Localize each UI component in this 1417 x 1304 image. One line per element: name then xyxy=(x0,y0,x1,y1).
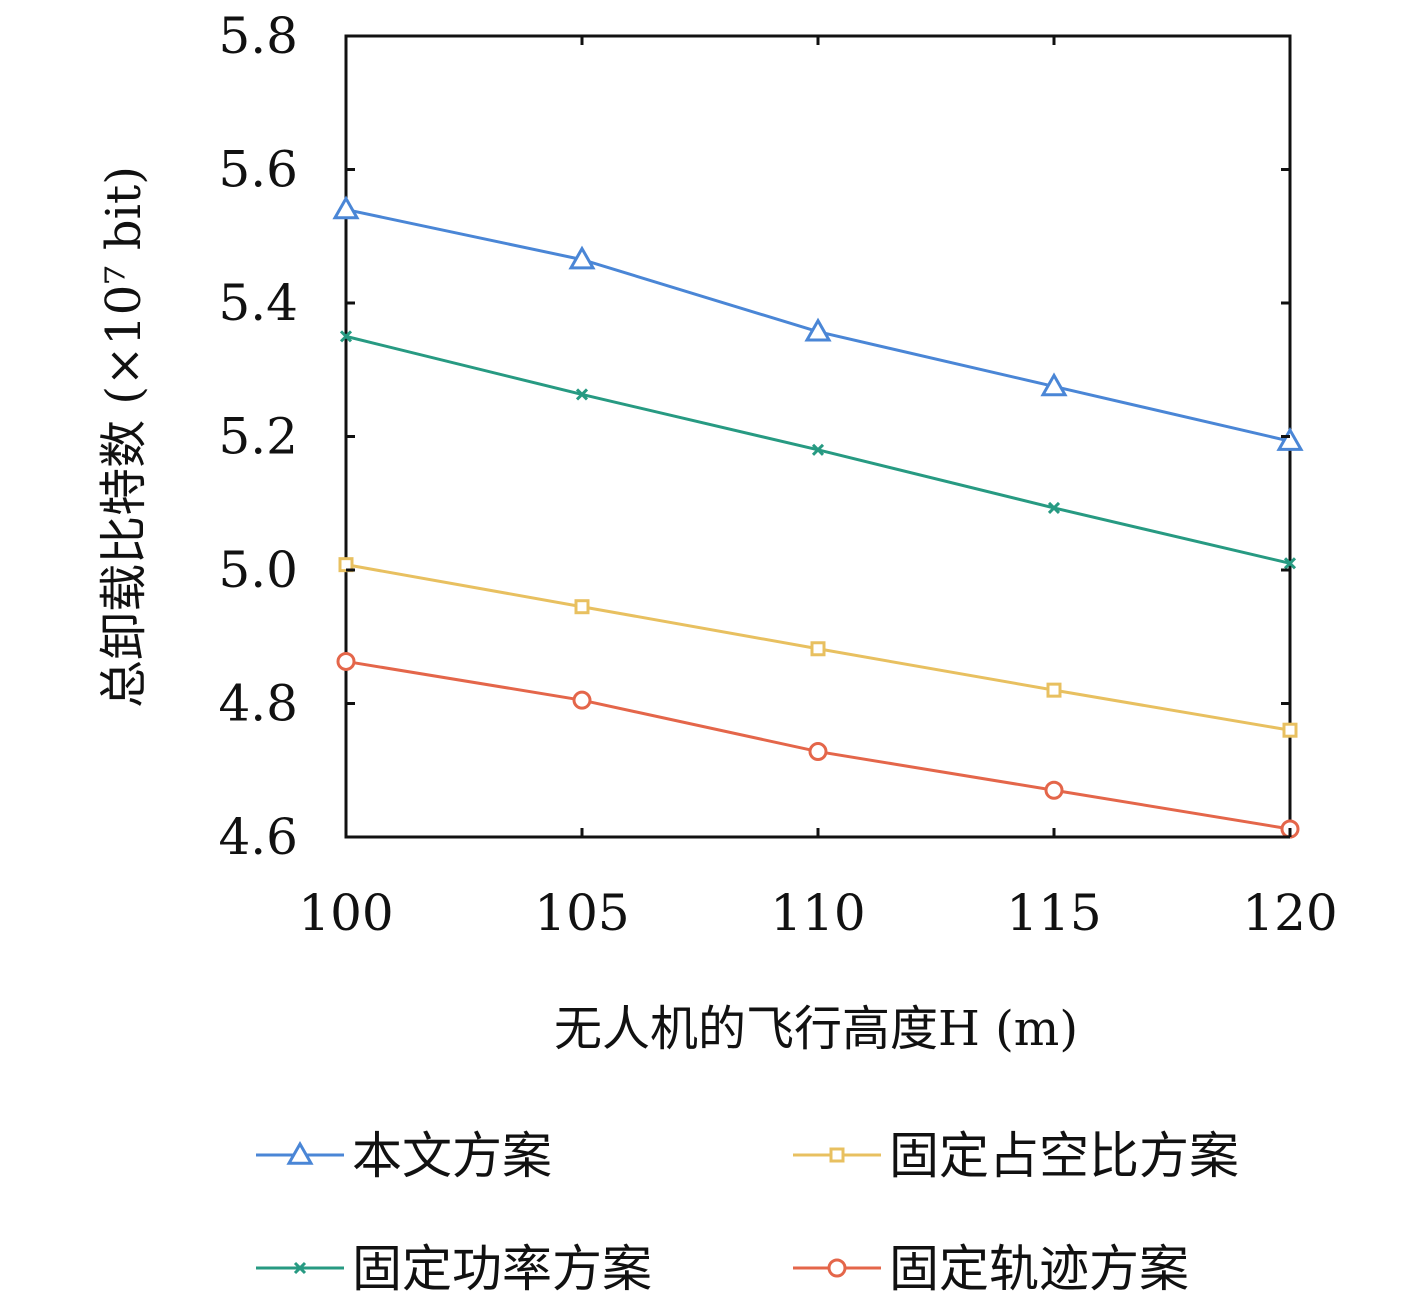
legend-marker xyxy=(293,1261,307,1275)
data-point-square xyxy=(574,599,590,615)
x-tick-label: 115 xyxy=(1006,884,1101,942)
data-point-triangle xyxy=(332,195,360,220)
tick-labels: 4.6 4.8 5.0 5.2 5.4 5.6 5.8 100 105 110 115 120 xyxy=(218,7,1337,942)
plot-area xyxy=(332,34,1304,839)
data-point-square xyxy=(1046,682,1062,698)
y-tick-label: 5.0 xyxy=(218,541,298,599)
series-3 xyxy=(336,651,1300,839)
legend-marker xyxy=(829,1147,845,1163)
x-tick-label: 100 xyxy=(298,884,393,942)
series-1 xyxy=(338,557,1298,738)
legend-label: 固定轨迹方案 xyxy=(889,1240,1189,1298)
x-axis-label: 无人机的飞行高度H (m) xyxy=(554,1001,1078,1057)
legend-label: 固定占空比方案 xyxy=(889,1127,1239,1185)
y-tick-label: 4.8 xyxy=(218,675,298,733)
series-0 xyxy=(332,195,1304,451)
data-point-x xyxy=(575,388,589,401)
legend-label: 固定功率方案 xyxy=(352,1240,652,1298)
legend-label: 本文方案 xyxy=(352,1127,552,1185)
data-point-x xyxy=(1047,501,1061,514)
data-point-x xyxy=(811,443,825,456)
x-tick-label: 120 xyxy=(1242,884,1337,942)
y-tick-label: 4.6 xyxy=(218,808,298,866)
x-tick-label: 110 xyxy=(770,884,865,942)
data-point-triangle xyxy=(804,317,832,342)
data-point-triangle xyxy=(1040,372,1068,397)
y-tick-label: 5.6 xyxy=(218,141,298,199)
data-point-x xyxy=(1283,557,1297,570)
data-point-x xyxy=(339,330,353,343)
data-point-square xyxy=(810,641,826,657)
plot-frame xyxy=(344,34,1292,839)
x-tick-label: 105 xyxy=(534,884,629,942)
data-point-triangle xyxy=(1276,427,1304,451)
axis-labels: 无人机的飞行高度H (m) 总卸载比特数 (×10⁷ bit) xyxy=(96,166,1078,1057)
data-point-triangle xyxy=(568,245,596,270)
data-point-circle xyxy=(572,690,592,710)
legend-item: 固定轨迹方案 xyxy=(793,1240,1189,1298)
y-axis-label: 总卸载比特数 (×10⁷ bit) xyxy=(96,166,152,708)
y-tick-label: 5.4 xyxy=(218,274,298,332)
data-point-circle xyxy=(1044,780,1064,800)
data-point-circle xyxy=(336,651,356,671)
legend-item: 固定占空比方案 xyxy=(793,1127,1239,1185)
y-tick-label: 5.8 xyxy=(218,7,298,65)
y-tick-label: 5.2 xyxy=(218,408,298,466)
legend-item: 本文方案 xyxy=(256,1127,552,1185)
legend-marker xyxy=(286,1140,314,1165)
legend-marker xyxy=(827,1258,847,1278)
data-point-circle xyxy=(808,742,828,762)
series-2 xyxy=(339,330,1297,570)
data-point-square xyxy=(1282,722,1298,738)
legend-item: 固定功率方案 xyxy=(256,1240,652,1298)
